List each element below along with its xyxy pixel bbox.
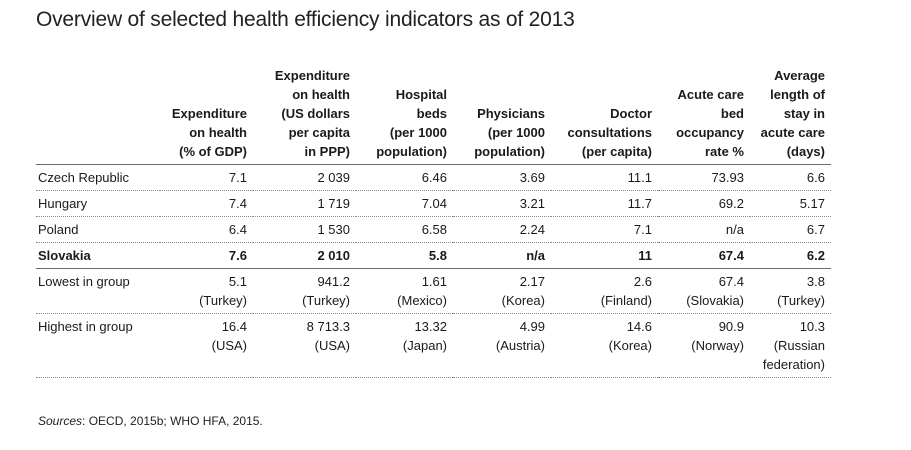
- table-cell: 67.4 (Slovakia): [658, 268, 750, 314]
- table-cell: n/a: [453, 242, 551, 269]
- indicators-table: Expenditure on health (% of GDP) Expendi…: [36, 66, 831, 378]
- table-cell: 6.2: [750, 242, 831, 269]
- column-header-doctor-consultations: Doctor consultations (per capita): [551, 66, 658, 165]
- table-cell: 7.6: [160, 242, 253, 269]
- table-cell: 7.1: [551, 216, 658, 243]
- table-row: Poland 6.4 1 530 6.58 2.24 7.1 n/a 6.7: [36, 216, 831, 243]
- column-header-physicians: Physicians (per 1000 population): [453, 66, 551, 165]
- table-cell: 8 713.3 (USA): [253, 313, 356, 378]
- table-cell: 6.6: [750, 164, 831, 191]
- table-cell: 3.69: [453, 164, 551, 191]
- table-cell: 90.9 (Norway): [658, 313, 750, 378]
- table-cell: 941.2 (Turkey): [253, 268, 356, 314]
- table-cell: 7.1: [160, 164, 253, 191]
- table-cell: n/a: [658, 216, 750, 243]
- table-cell: 10.3 (Russian federation): [750, 313, 831, 378]
- table-cell: 6.46: [356, 164, 453, 191]
- table-row-highlighted: Slovakia 7.6 2 010 5.8 n/a 11 67.4 6.2: [36, 242, 831, 269]
- row-label: Poland: [36, 216, 160, 243]
- table-cell: 1.61 (Mexico): [356, 268, 453, 314]
- table-cell: 7.4: [160, 190, 253, 217]
- sources-label: Sources: [38, 414, 83, 428]
- table-cell: 14.6 (Korea): [551, 313, 658, 378]
- row-label: Lowest in group: [36, 268, 160, 314]
- table-cell: 16.4 (USA): [160, 313, 253, 378]
- table-cell: 13.32 (Japan): [356, 313, 453, 378]
- table-cell: 1 530: [253, 216, 356, 243]
- table-cell: 2 010: [253, 242, 356, 269]
- table-cell: 2.6 (Finland): [551, 268, 658, 314]
- sources-text: : OECD, 2015b; WHO HFA, 2015.: [82, 414, 263, 428]
- table-row: Highest in group 16.4 (USA) 8 713.3 (USA…: [36, 313, 831, 378]
- table-cell: 5.1 (Turkey): [160, 268, 253, 314]
- table-row: Czech Republic 7.1 2 039 6.46 3.69 11.1 …: [36, 164, 831, 191]
- table-cell: 2 039: [253, 164, 356, 191]
- row-label: Highest in group: [36, 313, 160, 378]
- table-row: Lowest in group 5.1 (Turkey) 941.2 (Turk…: [36, 268, 831, 314]
- column-header-length-of-stay: Average length of stay in acute care (da…: [750, 66, 831, 165]
- table-cell: 5.17: [750, 190, 831, 217]
- row-label: Slovakia: [36, 242, 160, 269]
- row-label: Hungary: [36, 190, 160, 217]
- table-header-row: Expenditure on health (% of GDP) Expendi…: [36, 66, 831, 165]
- column-header-expenditure-usd: Expenditure on health (US dollars per ca…: [253, 66, 356, 165]
- table-cell: 7.04: [356, 190, 453, 217]
- table-cell: 6.4: [160, 216, 253, 243]
- column-header-expenditure-gdp: Expenditure on health (% of GDP): [160, 66, 253, 165]
- table-cell: 11.1: [551, 164, 658, 191]
- table-cell: 11: [551, 242, 658, 269]
- sources-note: Sources: OECD, 2015b; WHO HFA, 2015.: [38, 414, 263, 428]
- table-cell: 5.8: [356, 242, 453, 269]
- table-cell: 69.2: [658, 190, 750, 217]
- table-cell: 11.7: [551, 190, 658, 217]
- column-header-country: [36, 66, 160, 165]
- column-header-bed-occupancy: Acute care bed occupancy rate %: [658, 66, 750, 165]
- table-cell: 2.17 (Korea): [453, 268, 551, 314]
- table-cell: 3.21: [453, 190, 551, 217]
- table-cell: 3.8 (Turkey): [750, 268, 831, 314]
- table-cell: 6.7: [750, 216, 831, 243]
- table-cell: 1 719: [253, 190, 356, 217]
- row-label: Czech Republic: [36, 164, 160, 191]
- table-cell: 73.93: [658, 164, 750, 191]
- table-cell: 2.24: [453, 216, 551, 243]
- table-cell: 67.4: [658, 242, 750, 269]
- table-cell: 6.58: [356, 216, 453, 243]
- table-title: Overview of selected health efficiency i…: [36, 8, 575, 31]
- table-cell: 4.99 (Austria): [453, 313, 551, 378]
- column-header-hospital-beds: Hospital beds (per 1000 population): [356, 66, 453, 165]
- table-row: Hungary 7.4 1 719 7.04 3.21 11.7 69.2 5.…: [36, 190, 831, 217]
